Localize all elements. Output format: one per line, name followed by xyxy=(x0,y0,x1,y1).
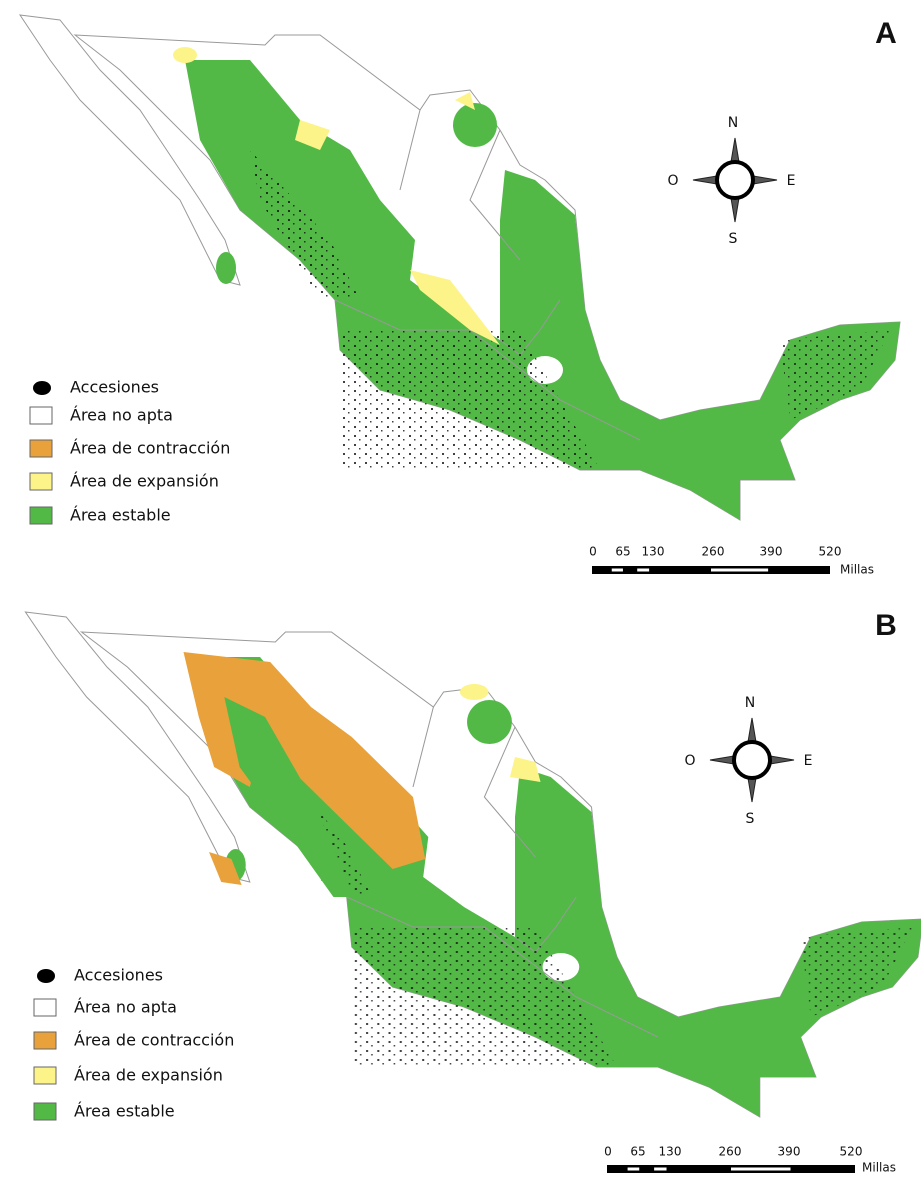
panel-label: A xyxy=(875,17,897,50)
legend-symbol xyxy=(37,969,55,983)
scale-tick-label: 130 xyxy=(659,1145,682,1159)
compass-n: N xyxy=(728,115,738,131)
legend-swatch xyxy=(33,1102,57,1121)
legend-swatch xyxy=(33,998,57,1017)
scale-tick-label: 520 xyxy=(819,545,842,559)
compass-e: E xyxy=(804,753,813,769)
scale-tick-label: 0 xyxy=(604,1145,612,1159)
legend-label: Área de expansión xyxy=(74,1066,223,1085)
legend-swatch xyxy=(29,506,53,525)
scale-unit: Millas xyxy=(862,1161,896,1175)
scale-bar-segment xyxy=(731,1167,791,1171)
legend-swatch xyxy=(33,1031,57,1050)
legend-swatch xyxy=(29,439,53,458)
legend-label: Accesiones xyxy=(74,966,163,985)
compass-e: E xyxy=(787,173,796,189)
scale-tick-label: 65 xyxy=(630,1145,645,1159)
scale-tick-label: 390 xyxy=(778,1145,801,1159)
legend-label: Área estable xyxy=(74,1102,175,1121)
legend-label: Área de expansión xyxy=(70,472,219,491)
legend-label: Área no apta xyxy=(70,406,173,425)
compass-w: O xyxy=(684,753,695,769)
legend-label: Área estable xyxy=(70,506,171,525)
legend-label: Área de contracción xyxy=(74,1031,234,1050)
legend-swatch xyxy=(33,1066,57,1085)
legend-swatch xyxy=(29,406,53,425)
scale-bar-segment xyxy=(637,568,650,572)
legend-symbol xyxy=(33,381,51,395)
compass-s: S xyxy=(729,231,738,247)
compass-ring xyxy=(732,740,772,780)
panel-b xyxy=(24,611,921,1118)
compass-w: O xyxy=(667,173,678,189)
scale-tick-label: 260 xyxy=(719,1145,742,1159)
legend-label: Área de contracción xyxy=(70,439,230,458)
scale-tick-label: 0 xyxy=(589,545,597,559)
compass-ring xyxy=(715,160,755,200)
scale-bar-segment xyxy=(611,568,623,572)
panel-label: B xyxy=(875,609,897,642)
scale-tick-label: 260 xyxy=(702,545,725,559)
legend-swatch xyxy=(29,472,53,491)
compass-s: S xyxy=(746,811,755,827)
legend-label: Área no apta xyxy=(74,998,177,1017)
scale-bar-segment xyxy=(654,1167,667,1171)
scale-bar-segment xyxy=(711,568,769,572)
scale-tick-label: 130 xyxy=(642,545,665,559)
compass-n: N xyxy=(745,695,755,711)
scale-tick-label: 390 xyxy=(760,545,783,559)
scale-tick-label: 520 xyxy=(840,1145,863,1159)
scale-unit: Millas xyxy=(840,563,874,577)
scale-tick-label: 65 xyxy=(615,545,630,559)
legend-label: Accesiones xyxy=(70,378,159,397)
panel-a xyxy=(19,14,901,521)
scale-bar-segment xyxy=(627,1167,640,1171)
